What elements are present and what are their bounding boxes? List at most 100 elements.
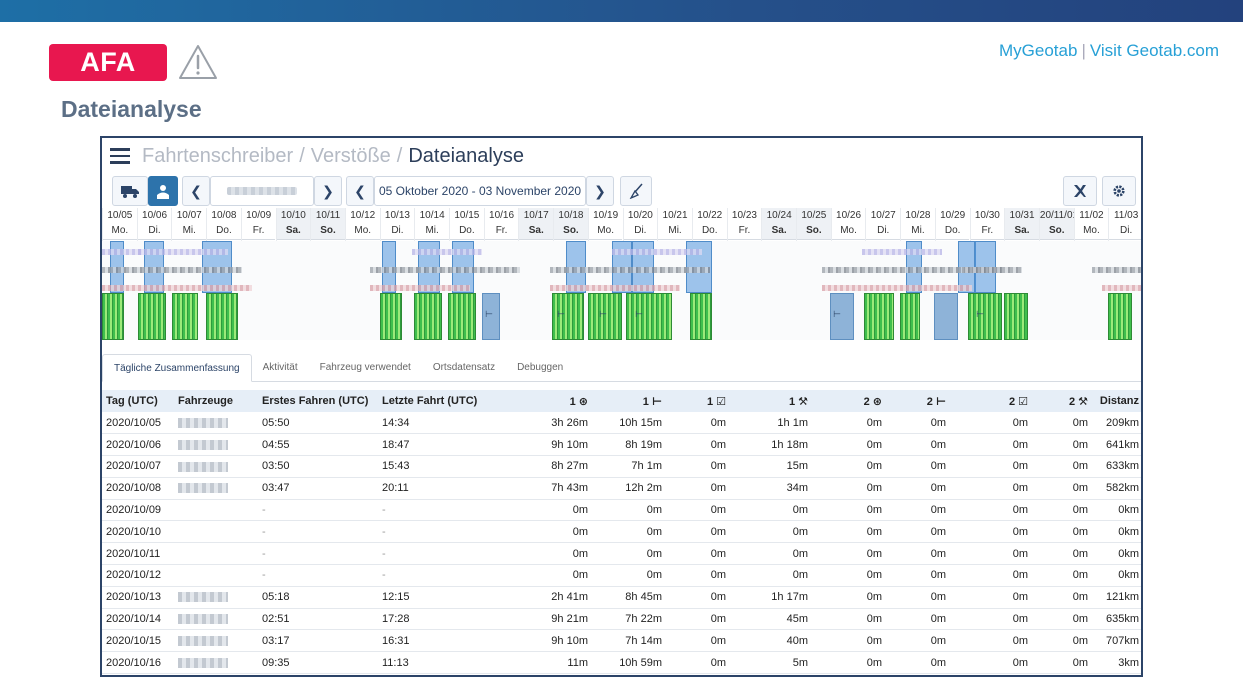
cell-last-drive: 15:43 (378, 455, 528, 478)
vehicle-redacted (178, 461, 228, 472)
cell-first-drive: - (258, 499, 378, 522)
cell-value: 0m (1032, 629, 1092, 653)
timeline-day[interactable]: 10/21 Mi. (657, 208, 692, 340)
col-driver1-rest[interactable]: 1 ⊢ (592, 390, 666, 412)
cell-value: 1h 17m (730, 586, 812, 609)
timeline-day[interactable]: 11/03 Di. (1108, 208, 1141, 340)
col-driver2-work[interactable]: 2 ⚒ (1032, 390, 1092, 412)
day-weekday: Do. (459, 225, 475, 236)
cell-last-drive: - (378, 564, 528, 587)
cell-first-drive: 03:50 (258, 455, 378, 478)
col-driver1-available[interactable]: 1 ☑ (666, 390, 730, 412)
timeline-day[interactable]: 10/05 Mo. (102, 208, 137, 340)
timeline-day[interactable]: 10/13 Di. (379, 208, 415, 340)
tab-activity[interactable]: Aktivität (262, 362, 298, 373)
cell-value: 34m (730, 477, 812, 500)
table-row[interactable]: 2020/10/16 09:35 11:13 11m 10h 59m 0m 5m 0m 0m 0m… (102, 651, 1141, 675)
driver-select[interactable] (210, 176, 314, 206)
cell-day: 2020/10/06 (102, 433, 174, 457)
activity-block (380, 293, 402, 340)
col-last-drive[interactable]: Letzte Fahrt (UTC) (378, 390, 528, 412)
cell-value: 582km (1092, 477, 1141, 500)
day-header: 10/15 Do. (450, 208, 484, 240)
cell-vehicle (174, 586, 258, 609)
cell-value: 0m (666, 520, 730, 544)
col-driver2-available[interactable]: 2 ☑ (950, 390, 1032, 412)
activity-block (830, 293, 854, 340)
cell-value: 209km (1092, 412, 1141, 435)
cell-value: 10h 59m (592, 651, 666, 675)
day-weekday: Mo. (597, 225, 614, 236)
col-day[interactable]: Tag (UTC) (102, 390, 174, 412)
table-row[interactable]: 2020/10/08 03:47 20:11 7h 43m 12h 2m 0m 34m 0m 0… (102, 477, 1141, 500)
menu-icon[interactable] (110, 148, 130, 164)
cell-last-drive: 14:34 (378, 412, 528, 435)
timeline-day[interactable]: 10/29 Do. (934, 208, 970, 340)
day-date: 10/07 (176, 210, 202, 221)
next-driver-button[interactable]: ❯ (314, 176, 342, 206)
tab-daily-summary[interactable]: Tägliche Zusammenfassung (102, 354, 252, 382)
day-date: 10/19 (593, 210, 619, 221)
table-row[interactable]: 2020/10/11- -0m 0m 0m 0m 0m 0m 0m 0m 0km (102, 542, 1141, 566)
timeline-day[interactable]: 10/19 Mo. (587, 208, 623, 340)
vehicle-mode-button[interactable] (112, 176, 148, 206)
table-row[interactable]: 2020/10/10- -0m 0m 0m 0m 0m 0m 0m 0m 0km (102, 520, 1141, 544)
cell-value: 0m (1032, 651, 1092, 675)
col-distance[interactable]: Distanz (1092, 390, 1141, 412)
col-vehicles[interactable]: Fahrzeuge (174, 390, 258, 412)
cell-value: 3h 26m (528, 412, 592, 435)
day-header: 10/28 Mi. (901, 208, 935, 240)
tab-debug[interactable]: Debuggen (517, 362, 564, 373)
timeline-day[interactable]: 10/12 Mo. (344, 208, 380, 340)
table-row[interactable]: 2020/10/07 03:50 15:43 8h 27m 7h 1m 0m 15m 0m 0m… (102, 455, 1141, 478)
breadcrumb-verstoesse[interactable]: Verstöße (310, 144, 391, 167)
cell-value: 0m (1032, 564, 1092, 587)
next-range-button[interactable]: ❯ (586, 176, 614, 206)
chevron-left-icon: ❮ (354, 182, 366, 199)
gear-icon (1113, 185, 1125, 197)
breadcrumb-fahrtenschreiber[interactable]: Fahrtenschreiber (142, 144, 294, 167)
timeline-day[interactable]: 10/30 Fr. (969, 208, 1005, 340)
cell-value: 0m (950, 477, 1032, 500)
table-row[interactable]: 2020/10/15 03:17 16:31 9h 10m 7h 14m 0m 40m 0m 0… (102, 629, 1141, 653)
driver-mode-button[interactable] (148, 176, 178, 206)
table-row[interactable]: 2020/10/05 05:50 14:34 3h 26m 10h 15m 0m 1h 1m… (102, 412, 1141, 435)
col-driver1-work[interactable]: 1 ⚒ (730, 390, 812, 412)
prev-driver-button[interactable]: ❮ (182, 176, 210, 206)
settings-button[interactable] (1102, 176, 1136, 206)
table-row[interactable]: 2020/10/12- -0m 0m 0m 0m 0m 0m 0m 0m 0km (102, 564, 1141, 587)
day-date: 10/24 (766, 210, 792, 221)
visit-geotab-link[interactable]: Visit Geotab.com (1089, 41, 1219, 60)
cell-value: 0m (950, 499, 1032, 522)
clear-button[interactable] (620, 176, 652, 206)
excel-export-button[interactable] (1063, 176, 1097, 206)
table-row[interactable]: 2020/10/09- -0m 0m 0m 0m 0m 0m 0m 0m 0km (102, 499, 1141, 522)
cell-value: 0m (1032, 586, 1092, 609)
day-header: 10/25 So. (797, 208, 831, 240)
table-row[interactable]: 2020/10/13 05:18 12:15 2h 41m 8h 45m 0m 1h 17m… (102, 586, 1141, 609)
tab-location-records[interactable]: Ortsdatensatz (432, 362, 496, 373)
timeline-chart: ⊢ ⊢ ⊢ ⊢ ⊢ ⊢ (102, 241, 1141, 340)
timeline-day[interactable]: 10/26 Mo. (830, 208, 866, 340)
tab-vehicle-used[interactable]: Fahrzeug verwendet (319, 362, 411, 373)
col-driver2-driving[interactable]: 2 ⊛ (812, 390, 886, 412)
col-driver1-driving[interactable]: 1 ⊛ (528, 390, 592, 412)
cell-first-drive: 04:55 (258, 433, 378, 457)
timeline-day[interactable]: 10/14 Mi. (414, 208, 449, 340)
cell-last-drive: 16:31 (378, 629, 528, 653)
col-first-drive[interactable]: Erstes Fahren (UTC) (258, 390, 378, 412)
table-row[interactable]: 2020/10/14 02:51 17:28 9h 21m 7h 22m 0m 45m 0m 0… (102, 608, 1141, 631)
table-row[interactable]: 2020/10/06 04:55 18:47 9h 10m 8h 19m 0m 1h 18m… (102, 433, 1141, 457)
cell-value: 0m (666, 455, 730, 478)
activity-timeline[interactable]: 10/05 Mo. 10/06 Di. 10/07 Mi. 10/08 Do. 10/09 Fr.… (102, 208, 1141, 340)
cell-vehicle (174, 477, 258, 500)
prev-range-button[interactable]: ❮ (346, 176, 374, 206)
cell-value: 0m (592, 542, 666, 566)
mygeotab-link[interactable]: MyGeotab (999, 41, 1078, 60)
day-date: 10/26 (836, 210, 862, 221)
timeline-day[interactable]: 10/31 Sa. (1004, 208, 1039, 340)
col-driver2-rest[interactable]: 2 ⊢ (886, 390, 950, 412)
timeline-day[interactable]: 10/18 So. (553, 208, 588, 340)
date-range-picker[interactable]: 05 Oktober 2020 - 03 November 2020 (374, 176, 586, 206)
cell-last-drive: - (378, 499, 528, 522)
